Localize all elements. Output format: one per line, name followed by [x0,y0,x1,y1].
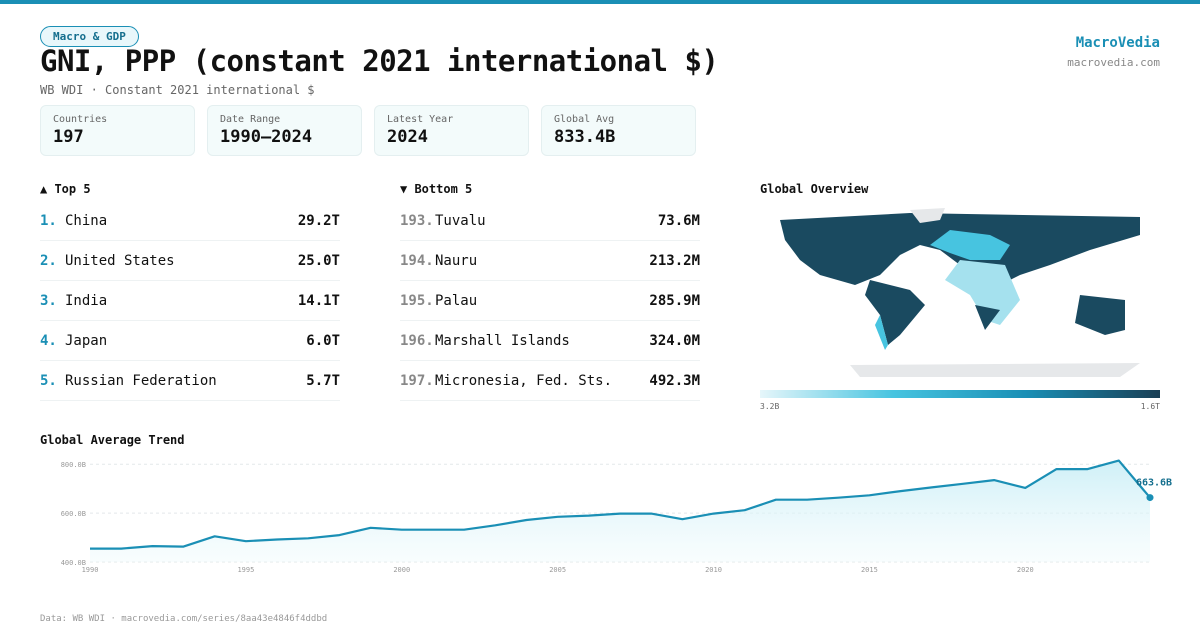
top-bar [0,0,1200,4]
brand[interactable]: MacroVedia [1075,35,1160,51]
rank: 3. [40,292,57,309]
section-title: ▼ Bottom 5 [400,182,473,196]
landmass [910,208,945,223]
country-value: 29.2T [297,212,340,229]
stat-card: Global Avg 833.4B [541,105,696,156]
footer: Data: WB WDI · macrovedia.com/series/8aa… [40,614,328,624]
stat-card: Latest Year 2024 [374,105,529,156]
x-tick-label: 1995 [237,566,254,574]
trend-line [90,459,1151,550]
category-badge[interactable]: Macro & GDP [40,26,139,47]
y-tick-label: 800.0B [61,461,86,469]
landmass [945,260,1020,325]
x-tick-label: 2000 [393,566,410,574]
page-title: GNI, PPP (constant 2021 international $) [40,44,719,78]
y-tick-label: 400.0B [61,559,86,567]
bottom-list: 193. Tuvalu 73.6M 194. Nauru 213.2M 195. Palau 2… [400,201,700,401]
trend-chart: 400.0B 600.0B 800.0B 1990 1995 2000 2005 2010 20… [61,459,1172,574]
stat-value: 2024 [387,127,428,147]
rank: 193. [400,212,434,229]
country-name: Micronesia, Fed. Sts. [435,372,613,389]
country-name: Russian Federation [65,372,217,389]
legend-min: 3.2B [760,402,780,411]
landmass [850,363,1140,377]
country-value: 25.0T [297,252,340,269]
country-name: Palau [435,292,478,309]
country-name: Nauru [435,252,478,269]
rank-row[interactable]: 2. United States 25.0T [40,241,340,281]
rank-row[interactable]: 194. Nauru 213.2M [400,241,700,281]
country-value: 213.2M [649,252,700,269]
rank-row[interactable]: 1. China 29.2T [40,201,340,241]
rank: 4. [40,332,57,349]
country-value: 285.9M [649,292,700,309]
section-title: Global Overview [760,182,869,196]
country-name: Japan [65,332,108,349]
chart-title: Global Average Trend [40,433,185,447]
rank: 1. [40,212,57,229]
site[interactable]: macrovedia.com [1067,56,1160,69]
stat-label: Countries [53,114,108,125]
world-map [780,208,1140,377]
rank: 197. [400,372,434,389]
stat-label: Global Avg [554,114,615,125]
stat-card: Date Range 1990–2024 [207,105,362,156]
trend-area [90,460,1150,562]
country-name: China [65,212,108,229]
rank-row[interactable]: 5. Russian Federation 5.7T [40,361,340,401]
rank: 196. [400,332,434,349]
country-value: 14.1T [297,292,340,309]
x-tick-label: 2020 [1017,566,1034,574]
stat-label: Date Range [220,114,281,125]
rank: 195. [400,292,434,309]
end-label: 663.6B [1136,478,1172,489]
country-name: Tuvalu [435,212,486,229]
end-point [1146,494,1154,502]
x-tick-label: 2010 [705,566,722,574]
country-value: 492.3M [649,372,700,389]
landmass [975,305,1000,330]
y-tick-label: 600.0B [61,510,86,518]
landmass [930,230,1010,260]
landmass [1075,295,1125,335]
stat-card: Countries 197 [40,105,195,156]
stat-label: Latest Year [387,114,454,125]
stat-value: 833.4B [554,127,616,147]
map-legend-bar [760,390,1160,398]
country-value: 73.6M [657,212,700,229]
rank-row[interactable]: 195. Palau 285.9M [400,281,700,321]
stat-value: 1990–2024 [220,127,313,147]
rank-row[interactable]: 197. Micronesia, Fed. Sts. 492.3M [400,361,700,401]
x-tick-label: 1990 [82,566,99,574]
rank-row[interactable]: 4. Japan 6.0T [40,321,340,361]
country-name: United States [65,252,175,269]
rank-row[interactable]: 3. India 14.1T [40,281,340,321]
country-name: India [65,292,108,309]
subtitle: WB WDI · Constant 2021 international $ [40,83,315,97]
country-value: 5.7T [306,372,340,389]
rank: 2. [40,252,57,269]
rank: 194. [400,252,434,269]
stat-cards: Countries 197 Date Range 1990–2024 Latest Ye… [40,105,696,156]
x-tick-label: 2015 [861,566,878,574]
top-list: 1. China 29.2T 2. United States 25.0T 3. India 1… [40,201,340,401]
country-name: Marshall Islands [435,332,570,349]
stat-value: 197 [53,127,84,147]
rank-row[interactable]: 196. Marshall Islands 324.0M [400,321,700,361]
country-value: 324.0M [649,332,700,349]
rank: 5. [40,372,57,389]
legend-max: 1.6T [1140,402,1160,411]
x-tick-label: 2005 [549,566,566,574]
rank-row[interactable]: 193. Tuvalu 73.6M [400,201,700,241]
landmass [865,280,925,345]
landmass [875,315,888,350]
section-title: ▲ Top 5 [40,182,91,196]
country-value: 6.0T [306,332,340,349]
